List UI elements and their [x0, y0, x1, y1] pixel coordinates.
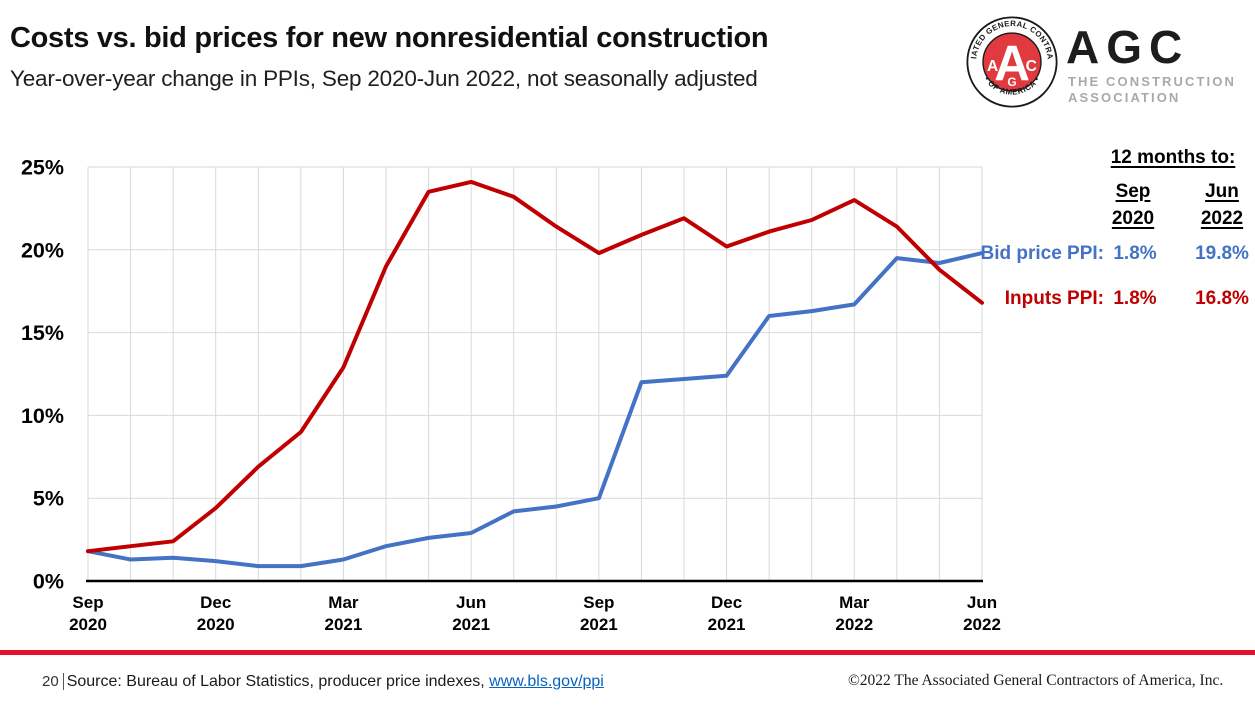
seal-letter-g: G: [1007, 75, 1016, 89]
x-tick-label: Sep 2021: [580, 593, 618, 634]
gridlines: [87, 166, 983, 581]
series-line-inputs-ppi: [86, 179, 984, 554]
col1-year: 2020: [1111, 208, 1155, 229]
ppi-line-chart-svg: 0% 5% 10% 15% 20% 25% Sep 2020 Dec 2020 Mar 2021 Jun…: [21, 156, 1001, 635]
agc-tagline-line1: THE CONSTRUCTION: [1068, 74, 1236, 89]
footer-divider: [0, 650, 1255, 655]
legend-inputs-ppi: Inputs PPI:: [1004, 288, 1104, 309]
inputs-ppi-sep2020-value: 1.8%: [1113, 288, 1157, 309]
seal-letter-a-center: A: [994, 35, 1030, 91]
copyright-text: ©2022 The Associated General Contractors…: [848, 672, 1224, 689]
col2-month: Jun: [1205, 181, 1239, 202]
x-tick-label: Mar 2022: [835, 593, 873, 634]
seal-letter-c: C: [1026, 58, 1037, 75]
y-tick-label: 15%: [21, 321, 64, 345]
bid-ppi-jun2022-value: 19.8%: [1195, 243, 1249, 264]
agc-wordmark: AGC: [1066, 21, 1190, 73]
x-tick-label: Mar 2021: [325, 593, 363, 634]
source-text: Source: Bureau of Labor Statistics, prod…: [62, 673, 490, 690]
bls-link[interactable]: www.bls.gov/ppi: [489, 673, 604, 690]
y-tick-label: 0%: [33, 570, 64, 594]
agc-seal-icon: ASSOCIATED GENERAL CONTRACTORS • OF AMER…: [966, 16, 1058, 108]
y-tick-label: 5%: [33, 487, 64, 511]
agc-tagline: THE CONSTRUCTION ASSOCIATION: [1068, 74, 1236, 106]
col2-year: 2022: [1200, 208, 1244, 229]
source-note: 20 Source: Bureau of Labor Statistics, pr…: [42, 673, 604, 691]
table-col-sep2020: Sep 2020: [1095, 178, 1171, 232]
seal-letter-a-left: A: [987, 58, 998, 75]
x-tick-label: Dec 2021: [708, 593, 746, 634]
x-tick-label: Sep 2020: [69, 593, 107, 634]
bid-ppi-sep2020-value: 1.8%: [1113, 243, 1157, 264]
series-line-bid-price-ppi: [86, 251, 984, 569]
agc-tagline-line2: ASSOCIATION: [1068, 90, 1181, 105]
agc-logo: ASSOCIATED GENERAL CONTRACTORS • OF AMER…: [966, 14, 1246, 114]
y-tick-label: 20%: [21, 238, 64, 262]
page-subtitle: Year-over-year change in PPIs, Sep 2020-…: [10, 66, 758, 91]
inputs-ppi-jun2022-value: 16.8%: [1195, 288, 1249, 309]
page-number: 20: [42, 673, 59, 690]
col1-month: Sep: [1115, 181, 1151, 202]
ppi-line-chart: 0% 5% 10% 15% 20% 25% Sep 2020 Dec 2020 Mar 2021 Jun…: [0, 140, 1045, 650]
legend-bid-price-ppi: Bid price PPI:: [980, 243, 1104, 264]
x-tick-label: Jun 2022: [963, 593, 1001, 634]
x-axis-labels: Sep 2020 Dec 2020 Mar 2021 Jun 2021 Sep 2021 Dec 20…: [69, 593, 1001, 634]
table-heading: 12 months to:: [1110, 147, 1236, 168]
table-col-jun2022: Jun 2022: [1184, 178, 1255, 232]
y-tick-label: 25%: [21, 156, 64, 180]
y-tick-label: 10%: [21, 404, 64, 428]
y-axis-labels: 0% 5% 10% 15% 20% 25%: [21, 156, 64, 594]
page-title: Costs vs. bid prices for new nonresident…: [10, 22, 769, 54]
x-tick-label: Jun 2021: [452, 593, 490, 634]
x-tick-label: Dec 2020: [197, 593, 235, 634]
